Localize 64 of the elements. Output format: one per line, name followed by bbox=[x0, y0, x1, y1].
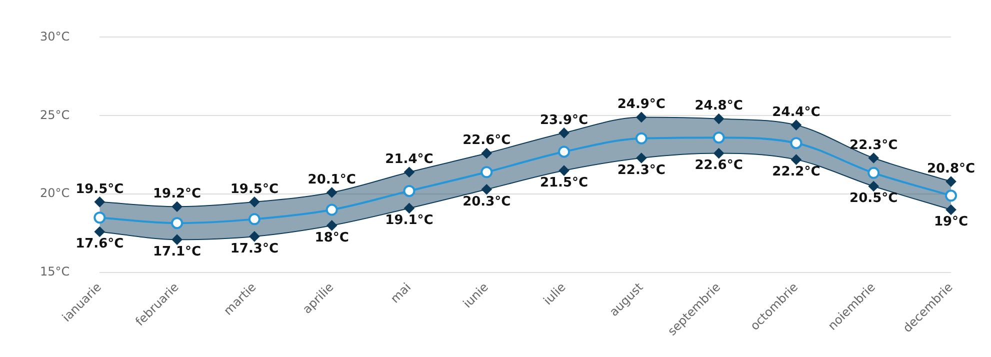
y-tick-label: 25°C bbox=[40, 108, 70, 122]
point bbox=[248, 213, 260, 226]
point bbox=[482, 148, 492, 158]
point bbox=[712, 132, 725, 144]
data-label: 22.2°C bbox=[772, 164, 820, 180]
point bbox=[559, 128, 570, 138]
point bbox=[635, 132, 648, 144]
point bbox=[172, 202, 182, 212]
point bbox=[868, 166, 880, 179]
data-label: 20.3°C bbox=[462, 194, 511, 210]
data-label: 21.5°C bbox=[540, 175, 588, 190]
data-label: 22.3°C bbox=[850, 138, 898, 153]
data-label: 19.5°C bbox=[76, 182, 124, 197]
data-label: 21.4°C bbox=[385, 152, 434, 167]
data-label: 19.1°C bbox=[385, 213, 434, 228]
data-label: 22.6°C bbox=[694, 158, 743, 174]
point bbox=[482, 184, 492, 194]
y-tick-label: 30°C bbox=[40, 29, 70, 44]
data-label: 19°C bbox=[934, 214, 968, 230]
point bbox=[403, 184, 416, 197]
point bbox=[249, 231, 260, 242]
point bbox=[945, 190, 957, 202]
point bbox=[94, 196, 105, 207]
point bbox=[94, 212, 106, 224]
data-label: 23.9°C bbox=[540, 112, 588, 128]
point bbox=[326, 220, 337, 230]
point bbox=[790, 137, 802, 150]
data-label: 20.1°C bbox=[308, 172, 356, 188]
point bbox=[558, 146, 570, 158]
point bbox=[326, 188, 337, 198]
point bbox=[946, 176, 956, 187]
point bbox=[791, 154, 802, 165]
data-label: 24.8°C bbox=[694, 98, 743, 114]
point bbox=[791, 120, 802, 130]
data-label: 20.8°C bbox=[926, 161, 976, 176]
point bbox=[172, 234, 182, 245]
data-label: 24.9°C bbox=[617, 97, 666, 112]
point bbox=[636, 112, 646, 122]
point bbox=[714, 114, 724, 124]
point bbox=[404, 167, 414, 178]
point bbox=[171, 217, 184, 230]
point bbox=[249, 196, 260, 207]
data-label: 22.3°C bbox=[617, 162, 666, 178]
data-label: 19.2°C bbox=[152, 186, 202, 202]
data-label: 17.6°C bbox=[76, 236, 124, 252]
point bbox=[868, 153, 879, 163]
y-tick-label: 15°C bbox=[40, 264, 70, 279]
data-label: 17.3°C bbox=[230, 241, 278, 256]
data-label: 20.5°C bbox=[850, 191, 898, 206]
point bbox=[868, 181, 879, 192]
point bbox=[714, 148, 724, 158]
data-label: 18°C bbox=[314, 230, 349, 246]
point bbox=[326, 204, 338, 216]
point bbox=[404, 203, 414, 214]
data-label: 24.4°C bbox=[772, 104, 820, 120]
y-tick-label: 20°C bbox=[40, 186, 70, 200]
point bbox=[480, 166, 493, 178]
point bbox=[946, 204, 956, 215]
point bbox=[94, 226, 105, 237]
data-label: 22.6°C bbox=[462, 133, 511, 148]
point bbox=[559, 166, 570, 176]
point bbox=[636, 153, 646, 163]
data-label: 19.5°C bbox=[230, 182, 278, 197]
data-label: 17.1°C bbox=[152, 244, 202, 260]
